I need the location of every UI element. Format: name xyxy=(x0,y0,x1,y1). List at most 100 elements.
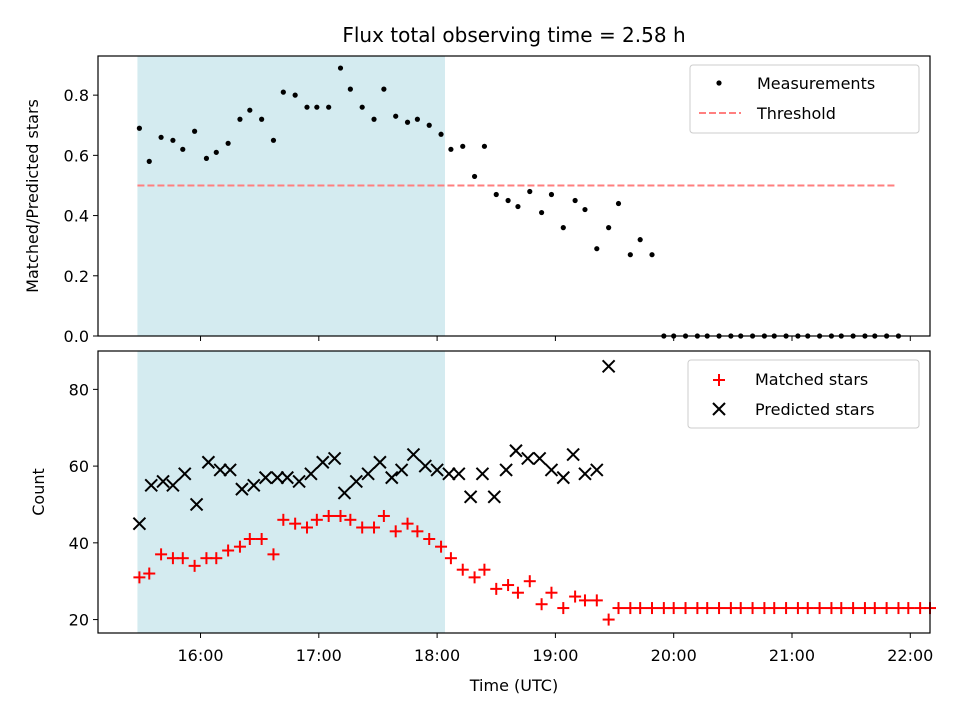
matched-star-point xyxy=(746,602,759,615)
predicted-star-point xyxy=(270,470,285,485)
counts-legend: Matched stars Predicted stars xyxy=(687,359,920,429)
measurement-point xyxy=(326,104,332,110)
predicted-star-point xyxy=(132,516,147,531)
legend-matched-label: Matched stars xyxy=(755,370,868,389)
matched-star-point xyxy=(300,521,313,534)
measurement-point xyxy=(548,191,555,198)
counts-legend-box xyxy=(687,359,920,429)
matched-star-point xyxy=(435,540,448,553)
matched-star-point xyxy=(569,590,582,603)
predicted-star-point xyxy=(361,467,375,481)
matched-star-point xyxy=(255,533,268,545)
predicted-star-point xyxy=(304,467,318,481)
predicted-star-point xyxy=(544,463,559,477)
predicted-star-point xyxy=(452,467,466,481)
predicted-star-point xyxy=(235,482,249,496)
measurement-point xyxy=(259,116,265,122)
measurement-point xyxy=(381,86,387,92)
matched-star-point xyxy=(813,602,826,615)
y-tick-label: 0.4 xyxy=(64,207,89,226)
matched-star-point xyxy=(377,509,390,522)
measurement-point xyxy=(158,134,164,140)
chart-title: Flux total observing time = 2.58 h xyxy=(342,23,685,47)
ratio-legend-box xyxy=(689,64,920,134)
matched-star-point xyxy=(468,571,481,584)
matched-star-point xyxy=(734,602,747,615)
measurement-point xyxy=(615,200,622,207)
counts-x-ticks: 16:00 17:00 18:00 19:00 20:00 21:00 22:00 xyxy=(177,633,933,665)
predicted-star-point xyxy=(487,490,501,504)
measurement-point xyxy=(539,209,545,216)
measurement-point xyxy=(225,140,231,146)
matched-star-point xyxy=(243,533,256,545)
matched-star-point xyxy=(344,513,357,526)
measurement-point xyxy=(304,104,310,110)
predicted-star-point xyxy=(247,478,261,492)
measurement-point xyxy=(337,65,344,71)
measurement-point xyxy=(314,104,320,110)
measurement-point xyxy=(460,143,466,149)
predicted-star-point xyxy=(418,459,432,473)
matched-star-point xyxy=(188,559,201,572)
predicted-star-point xyxy=(156,474,170,489)
matched-star-point xyxy=(322,509,335,522)
matched-star-point xyxy=(502,579,515,592)
matched-star-point xyxy=(590,594,603,607)
measurement-point xyxy=(192,128,198,134)
legend-predicted-marker xyxy=(712,402,726,416)
y-tick-label: 20 xyxy=(69,611,89,630)
matched-star-point xyxy=(456,563,469,576)
predicted-star-point xyxy=(349,474,363,489)
predicted-star-point xyxy=(201,455,216,469)
predicted-star-point xyxy=(521,451,535,466)
measurement-point xyxy=(572,197,578,204)
predicted-star-point xyxy=(327,451,342,466)
measurement-point xyxy=(203,155,210,161)
legend-measurements-label: Measurements xyxy=(757,74,875,93)
counts-plot-frame xyxy=(97,350,931,634)
ratio-plot-frame xyxy=(97,55,931,337)
y-tick-label: 0.8 xyxy=(64,86,89,105)
matched-star-point xyxy=(277,513,290,526)
counts-panel: 20 40 60 80 16:00 17:00 18:00 19:00 20:00 21:00 2… xyxy=(29,350,936,665)
y-tick-label: 0.0 xyxy=(64,327,89,346)
predicted-star-point xyxy=(280,470,294,485)
y-tick-label: 0.6 xyxy=(64,146,89,165)
ratio-legend: Measurements Threshold xyxy=(689,64,920,134)
predicted-star-point xyxy=(532,451,547,466)
predicted-star-point xyxy=(394,463,409,477)
predicted-star-point xyxy=(213,463,227,477)
measurement-point xyxy=(237,116,243,122)
y-tick-label: 80 xyxy=(69,380,89,399)
measurement-point xyxy=(515,203,521,210)
predicted-star-point xyxy=(578,467,592,481)
measurement-point xyxy=(371,116,377,122)
predicted-star-point xyxy=(337,486,352,500)
counts-y-ticks: 20 40 60 80 xyxy=(69,380,98,630)
counts-y-axis-label: Count xyxy=(29,468,48,516)
highlight-span xyxy=(137,351,445,633)
measurement-point xyxy=(180,146,186,152)
matched-star-point xyxy=(847,602,860,615)
predicted-stars-layer xyxy=(132,359,616,531)
matched-star-point xyxy=(389,525,402,538)
matched-star-point xyxy=(133,571,146,584)
predicted-star-point xyxy=(223,463,237,477)
predicted-star-point xyxy=(566,447,580,462)
matched-star-point xyxy=(478,563,491,576)
measurement-point xyxy=(136,125,143,131)
measurement-point xyxy=(637,237,643,243)
measurement-point xyxy=(560,225,566,231)
x-axis-label: Time (UTC) xyxy=(469,676,558,695)
predicted-star-point xyxy=(601,359,616,374)
matched-star-point xyxy=(334,509,347,522)
matched-star-point xyxy=(667,602,680,615)
measurement-point xyxy=(404,119,411,125)
matched-star-point xyxy=(713,602,726,615)
ratio-y-ticks: 0.0 0.2 0.4 0.6 0.8 xyxy=(64,86,98,346)
measurement-point xyxy=(527,188,533,195)
measurement-point xyxy=(280,89,286,95)
x-tick-label: 20:00 xyxy=(651,646,697,665)
measurement-point xyxy=(213,149,219,155)
matched-star-point xyxy=(768,602,781,615)
